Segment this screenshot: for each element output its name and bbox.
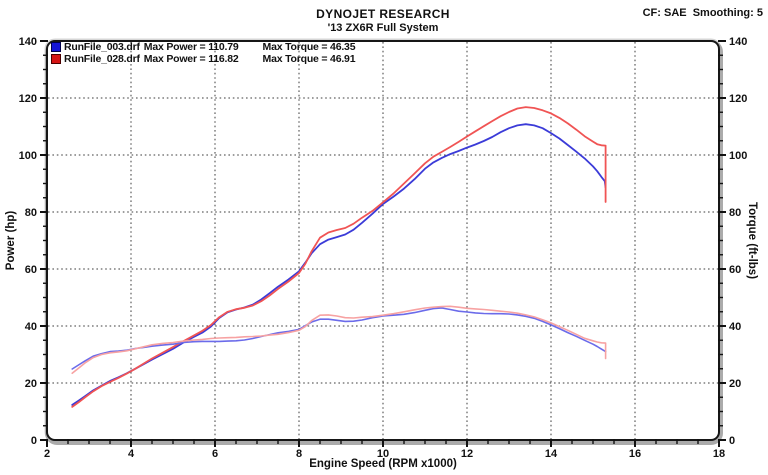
y-axis-left-label-120: 120 xyxy=(19,93,37,105)
y-axis-right-label-20: 20 xyxy=(729,378,741,390)
y-axis-right-label-40: 40 xyxy=(729,321,741,333)
legend-file-label: RunFile_028.drf xyxy=(64,53,140,65)
torque-curve-RunFile_003 xyxy=(71,307,607,370)
y-axis-right-label-0: 0 xyxy=(729,435,735,447)
y-axis-left-label-40: 40 xyxy=(25,321,37,333)
y-axis-right-label-140: 140 xyxy=(729,36,747,48)
y-axis-right-label-80: 80 xyxy=(729,207,741,219)
run003-color-swatch xyxy=(51,42,61,52)
rpm-axis-title: Engine Speed (RPM x1000) xyxy=(309,458,457,470)
x-axis-label-8: 8 xyxy=(296,448,302,460)
legend-max-torque-label: Max Torque = 46.35 xyxy=(262,41,356,53)
x-axis-label-4: 4 xyxy=(128,448,135,460)
legend-file-label: RunFile_003.drf xyxy=(64,41,140,53)
legend: RunFile_003.drf Max Power = 110.79 Max T… xyxy=(51,41,356,66)
x-axis-label-12: 12 xyxy=(461,448,473,460)
legend-max-power-label: Max Power = 110.79 xyxy=(143,41,239,53)
correction-smoothing-label: CF: SAE Smoothing: 5 xyxy=(642,7,763,19)
y-axis-left-label-20: 20 xyxy=(25,378,37,390)
x-axis-label-14: 14 xyxy=(545,448,558,460)
power-curve-RunFile_003 xyxy=(71,123,607,406)
legend-row-run003: RunFile_003.drf Max Power = 110.79 Max T… xyxy=(51,41,356,53)
x-axis-label-6: 6 xyxy=(212,448,218,460)
power-curve-RunFile_028 xyxy=(71,106,607,408)
legend-max-power-label: Max Power = 116.82 xyxy=(143,53,239,65)
x-axis-label-2: 2 xyxy=(44,448,50,460)
y-axis-right-label-100: 100 xyxy=(729,150,747,162)
y-axis-left-label-140: 140 xyxy=(19,36,37,48)
y-axis-right-label-120: 120 xyxy=(729,93,747,105)
torque-curve-RunFile_028 xyxy=(71,305,607,375)
page-title: DYNOJET RESEARCH xyxy=(316,7,450,21)
legend-max-torque-label: Max Torque = 46.91 xyxy=(262,53,356,65)
x-axis-label-10: 10 xyxy=(377,448,389,460)
legend-row-run028: RunFile_028.drf Max Power = 116.82 Max T… xyxy=(51,53,356,65)
x-axis-label-16: 16 xyxy=(629,448,641,460)
y-axis-right-label-60: 60 xyxy=(729,264,741,276)
y-axis-left-label-100: 100 xyxy=(19,150,37,162)
page-subtitle: '13 ZX6R Full System xyxy=(327,22,439,34)
y-axis-left-label-60: 60 xyxy=(25,264,37,276)
y-axis-left-label-0: 0 xyxy=(31,435,37,447)
power-axis-title: Power (hp) xyxy=(5,211,17,271)
run028-color-swatch xyxy=(51,54,61,64)
y-axis-left-label-80: 80 xyxy=(25,207,37,219)
torque-axis-title: Torque (ft-lbs) xyxy=(746,202,758,279)
x-axis-label-18: 18 xyxy=(713,448,725,460)
